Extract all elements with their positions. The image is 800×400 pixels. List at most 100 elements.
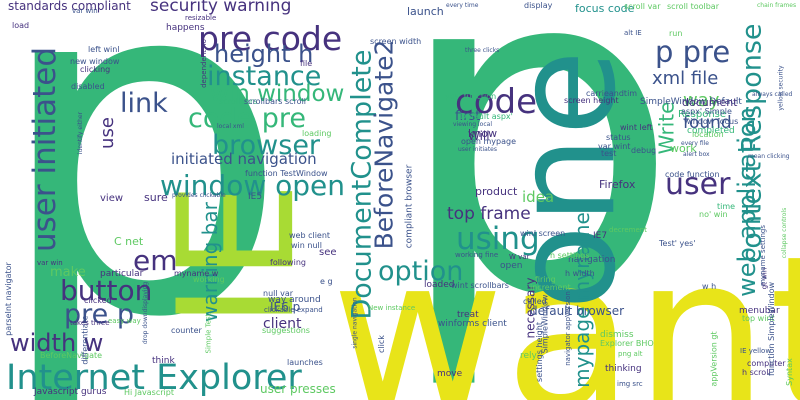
word-instance: instance (207, 61, 322, 92)
word-top-frame: top frame (447, 204, 531, 224)
word-p-pre: p pre (655, 35, 731, 69)
word-appversion-gt: appVersion gt (709, 331, 719, 387)
word-browser: browser (212, 130, 321, 161)
word-myname-w: myname w (174, 269, 219, 278)
word-debug: debug (631, 146, 657, 155)
word-warning-bar: warning bar (197, 202, 222, 322)
word-chain-frames: chain frames (757, 2, 797, 9)
word-scrollbars-scroll: scrollbars scroll (244, 97, 307, 106)
word-javascript-gurus: Javascript gurus (34, 387, 107, 397)
word-think: think (152, 356, 175, 366)
word-run: run (669, 29, 683, 38)
word-every-time: every time (446, 2, 479, 9)
word-work: work (670, 142, 697, 155)
word-c-net: C net (114, 235, 144, 248)
word-see: see (319, 247, 337, 258)
word-client: client (263, 316, 302, 332)
word-menubar: menubar (739, 306, 780, 316)
word-treat: treat (457, 310, 479, 320)
word-function-testwindow: function TestWindow (245, 169, 328, 178)
word-way: way (683, 90, 720, 111)
word-beforenavigate2: BeforeNavigate2 (369, 39, 399, 250)
word-code-function: code function (665, 170, 720, 179)
word-using: using (456, 221, 540, 257)
word-focus-code: focus code (575, 2, 635, 15)
word-default-browser: default browser (530, 304, 625, 318)
word-simplewindow: SimpleWindow (540, 294, 550, 354)
word-decrement: decrement (609, 226, 647, 234)
word-want: want (331, 210, 800, 400)
word-p-left: p (0, 0, 291, 400)
word-counter: counter (171, 326, 202, 335)
word-takes-three: takes three (70, 319, 110, 327)
word-hi-javascript: Hi Javascript (124, 388, 174, 397)
word-alert-box: alert box (683, 151, 710, 158)
word-viewing-local: viewing local (453, 121, 492, 128)
word-mypage-myname: mypage myname (569, 212, 594, 388)
word-status: status (606, 133, 631, 142)
word-h-width: h width (565, 269, 595, 278)
word-winl-screen: winl screen (520, 229, 566, 238)
word-completed: completed (687, 126, 735, 136)
word-top-wint: top wint (742, 314, 775, 323)
word-response: Response (678, 109, 727, 120)
word-yes-function: yes' function (445, 92, 497, 101)
word-new-instance: New instance (368, 304, 416, 312)
word-open: open (500, 261, 523, 271)
word-height-h: height h (214, 40, 314, 68)
word-following: following (270, 258, 306, 267)
word-will: Will (468, 129, 490, 143)
word-clickable-expand: clickable expand (264, 306, 323, 314)
word-particular: particular (100, 269, 144, 279)
word-test-yes: Test' yes' (659, 239, 696, 248)
word-explorer-bho: Explorer BHO (600, 339, 654, 348)
word-easy-way: easy way (108, 317, 141, 325)
word-pre-code: pre code (198, 19, 343, 58)
word-view: view (100, 193, 124, 204)
word-time: time (717, 202, 736, 211)
word-screen-width: screen width (370, 37, 422, 46)
word-window-open: window open (160, 169, 346, 202)
word-scroll-toolbar: scroll toolbar (667, 2, 719, 11)
word-working: working (193, 275, 225, 284)
word-simplewindow-default: SimpleWindow Default (640, 97, 742, 107)
word-beforenavigate: BeforeNavigate (40, 351, 103, 360)
word-e-g: e g (320, 277, 333, 286)
word-code: code (455, 82, 537, 122)
word-local-xml: local xml (217, 123, 244, 130)
word-carrieandtim: carrieandtim (586, 89, 638, 98)
word-h-settings: h settings (550, 251, 590, 260)
word-sure: sure (144, 191, 168, 204)
word-win-window: win window (210, 81, 345, 107)
word-web-client: web client (289, 231, 331, 240)
word-user: user (665, 167, 731, 202)
word-var-wint: var wint (598, 142, 631, 151)
word-open-mypage: open mypage (461, 137, 517, 146)
word-launches: launches (287, 358, 323, 367)
word-navigation: navigation (568, 255, 616, 265)
word-w-h: w h (702, 282, 717, 291)
word-single-navigation: single navigation (351, 297, 359, 349)
word-default-aspx: Default aspx' (460, 112, 513, 121)
word-navigator-appversion: navigator appVersion (563, 291, 572, 366)
word-window-focus: window focus (684, 117, 739, 126)
word-rely: rely (520, 351, 537, 361)
word-em: em (133, 244, 178, 277)
word-way-around: way around (268, 295, 321, 305)
word-ie5: IE5 (248, 192, 263, 202)
word-move: move (437, 369, 463, 379)
word-working-fine: working fine (455, 251, 499, 259)
word-location: location (692, 130, 724, 139)
word-wint-left: wint left (620, 123, 653, 132)
word-width-w: width w (10, 329, 104, 357)
word-h-scroll: h scroll (742, 368, 771, 377)
word-security-warning: security warning (150, 0, 292, 16)
word-ie7: IE7 (593, 231, 608, 241)
word-xml-file: xml file (652, 68, 719, 89)
word-aspx-simple: aspx' Simple (681, 107, 732, 116)
word-var-win-top: var win (72, 7, 98, 15)
word-web-application: web application (732, 107, 761, 297)
word-new-window: new window (70, 57, 120, 66)
word-simple-test: Simple Test (204, 313, 213, 354)
word-document: document (682, 96, 738, 109)
